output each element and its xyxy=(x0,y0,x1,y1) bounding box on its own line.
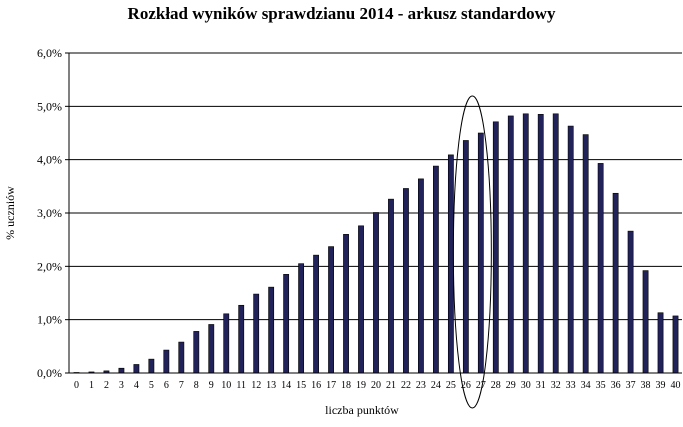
bar xyxy=(447,154,454,374)
x-tick-label: 9 xyxy=(209,380,214,391)
x-tick-label: 11 xyxy=(236,380,246,391)
bar xyxy=(522,113,529,374)
y-tick-label: 0,0% xyxy=(37,366,62,380)
y-tick-label: 4,0% xyxy=(37,153,62,167)
x-tick-label: 7 xyxy=(179,380,184,391)
x-tick-label: 19 xyxy=(356,380,366,391)
bar xyxy=(507,115,514,374)
bar xyxy=(627,230,634,374)
bar xyxy=(268,286,275,374)
x-tick-label: 1 xyxy=(89,380,94,391)
x-tick-label: 18 xyxy=(341,380,351,391)
x-tick-label: 24 xyxy=(431,380,441,391)
x-tick-label: 4 xyxy=(134,380,139,391)
x-tick-label: 32 xyxy=(551,380,561,391)
bar xyxy=(433,165,439,374)
bar xyxy=(343,234,349,374)
x-tick-label: 35 xyxy=(596,380,606,391)
x-tick-label: 30 xyxy=(521,380,531,391)
bar xyxy=(328,246,334,374)
bar xyxy=(492,121,499,374)
x-tick-label: 27 xyxy=(476,380,486,391)
bar xyxy=(193,331,200,374)
x-tick-label: 8 xyxy=(194,380,199,391)
bar xyxy=(477,132,484,374)
x-tick-label: 29 xyxy=(506,380,516,391)
x-tick-labels: 0 1 2 3 4 5 6 7 8 9 10 11 12 13 14 15 16 17 18 19 20 21 22 23 24… xyxy=(74,380,681,391)
y-axis-title: % uczniów xyxy=(3,186,17,240)
bar xyxy=(373,212,379,374)
x-tick-label: 2 xyxy=(104,380,109,391)
y-tick-label: 6,0% xyxy=(37,46,62,60)
bar xyxy=(178,341,185,374)
x-tick-label: 25 xyxy=(446,380,456,391)
y-tick-label: 2,0% xyxy=(37,259,62,273)
x-tick-label: 22 xyxy=(401,380,411,391)
x-tick-label: 38 xyxy=(641,380,651,391)
highlight-ellipse xyxy=(452,95,492,409)
x-tick-label: 10 xyxy=(221,380,231,391)
x-tick-label: 34 xyxy=(581,380,591,391)
bar xyxy=(657,312,664,374)
x-tick-label: 39 xyxy=(656,380,666,391)
x-tick-label: 33 xyxy=(566,380,576,391)
x-tick-label: 37 xyxy=(626,380,636,391)
bar xyxy=(462,140,469,374)
x-tick-label: 17 xyxy=(326,380,336,391)
bar xyxy=(223,313,230,374)
x-tick-label: 40 xyxy=(671,380,681,391)
bar xyxy=(597,163,604,374)
bar xyxy=(358,225,364,374)
bar xyxy=(118,367,125,374)
x-tick-label: 20 xyxy=(371,380,381,391)
y-tick-label: 1,0% xyxy=(37,313,62,327)
bar xyxy=(388,198,394,374)
bar xyxy=(253,293,260,374)
y-tick-labels: 0,0% 1,0% 2,0% 3,0% 4,0% 5,0% 6,0% xyxy=(37,46,69,380)
bar xyxy=(298,263,305,374)
x-tick-label: 3 xyxy=(119,380,124,391)
bar xyxy=(612,192,619,374)
bar xyxy=(418,178,424,374)
bars xyxy=(73,113,679,374)
bar xyxy=(283,274,290,374)
bar xyxy=(567,125,574,374)
bar xyxy=(238,304,245,374)
bar xyxy=(313,254,319,374)
bar xyxy=(672,315,679,374)
y-tick-label: 5,0% xyxy=(37,99,62,113)
x-tick-label: 14 xyxy=(281,380,291,391)
bar xyxy=(582,134,589,374)
x-axis-title: liczba punktów xyxy=(325,403,399,417)
bar xyxy=(133,364,140,374)
x-tick-label: 15 xyxy=(296,380,306,391)
x-tick-label: 26 xyxy=(461,380,471,391)
bar xyxy=(148,358,155,374)
x-tick-label: 5 xyxy=(149,380,154,391)
x-tick-label: 31 xyxy=(536,380,546,391)
bar xyxy=(208,324,215,374)
bar xyxy=(403,188,409,374)
bar xyxy=(552,113,559,374)
bar xyxy=(642,270,649,374)
bar xyxy=(537,114,544,374)
x-tick-label: 0 xyxy=(74,380,79,391)
x-tick-label: 6 xyxy=(164,380,169,391)
x-tick-label: 13 xyxy=(266,380,276,391)
x-tick-label: 21 xyxy=(386,380,396,391)
y-tick-label: 3,0% xyxy=(37,206,62,220)
bar xyxy=(163,349,170,374)
x-tick-label: 12 xyxy=(251,380,261,391)
x-tick-label: 16 xyxy=(311,380,321,391)
x-tick-label: 23 xyxy=(416,380,426,391)
x-tick-label: 28 xyxy=(491,380,501,391)
chart-title: Rozkład wyników sprawdzianu 2014 - arkus… xyxy=(127,4,556,23)
x-tick-label: 36 xyxy=(611,380,621,391)
